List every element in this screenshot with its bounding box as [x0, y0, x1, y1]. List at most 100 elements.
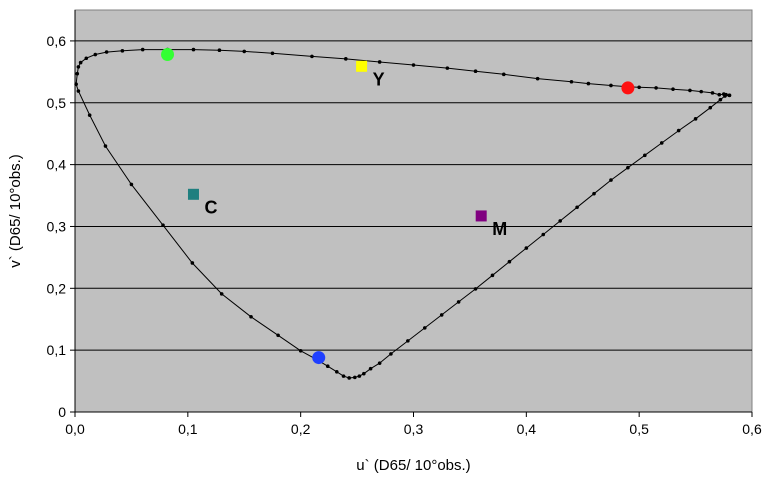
locus-point — [524, 246, 529, 250]
locus-point — [727, 93, 732, 98]
locus-point — [699, 89, 704, 94]
locus-point — [671, 87, 675, 91]
x-tick-label: 0,1 — [178, 421, 198, 437]
locus-point — [377, 60, 382, 64]
locus-point — [676, 128, 681, 133]
locus-point — [344, 57, 348, 61]
locus-point — [643, 153, 647, 158]
label-c: C — [204, 197, 217, 217]
locus-point — [422, 326, 427, 330]
locus-point — [501, 72, 506, 77]
locus-point — [569, 79, 574, 84]
locus-point — [473, 69, 478, 74]
y-tick-label: 0,4 — [47, 157, 67, 173]
locus-point — [347, 376, 351, 380]
locus-point — [129, 182, 134, 187]
marker-y — [356, 60, 368, 72]
locus-point — [93, 52, 98, 57]
locus-point — [609, 178, 613, 182]
locus-point — [353, 375, 357, 380]
primary-point — [161, 48, 175, 62]
locus-point — [270, 51, 275, 56]
y-tick-label: 0,6 — [47, 33, 67, 49]
locus-point — [717, 92, 722, 97]
locus-point — [592, 191, 596, 196]
primary-point — [621, 81, 635, 95]
locus-point — [535, 76, 540, 81]
locus-point — [140, 47, 145, 52]
locus-point — [688, 88, 692, 93]
locus-point — [575, 205, 579, 210]
y-tick-label: 0 — [58, 404, 66, 420]
locus-point — [217, 48, 222, 52]
locus-point — [456, 300, 461, 304]
locus-point — [191, 47, 196, 52]
locus-point — [710, 91, 715, 95]
locus-point — [659, 141, 664, 145]
locus-point — [718, 97, 723, 102]
x-tick-label: 0,3 — [404, 421, 424, 437]
locus-point — [75, 71, 80, 76]
locus-point — [341, 374, 346, 378]
locus-point — [310, 54, 314, 59]
locus-point — [74, 82, 78, 87]
locus-point — [609, 83, 613, 88]
y-tick-label: 0,3 — [47, 218, 67, 234]
x-tick-labels: 0,0 0,1 0,2 0,3 0,4 0,5 0,6 — [65, 421, 762, 437]
y-tick-labels: 0 0,1 0,2 0,3 0,4 0,5 0,6 — [47, 33, 67, 420]
x-tick-label: 0,6 — [742, 421, 762, 437]
x-axis-title: u` (D65/ 10°obs.) — [356, 457, 470, 474]
locus-point — [406, 339, 410, 343]
marker-m — [475, 210, 487, 222]
locus-point — [708, 105, 713, 110]
plot-area — [74, 9, 753, 413]
locus-point — [325, 364, 330, 369]
locus-point — [723, 94, 727, 98]
locus-point — [276, 333, 280, 338]
locus-point — [76, 65, 81, 69]
locus-point — [439, 313, 444, 317]
locus-point — [507, 259, 512, 264]
locus-point — [368, 366, 373, 371]
locus-point — [362, 371, 366, 376]
data-points: Y C M — [161, 48, 635, 365]
locus-point — [389, 352, 393, 356]
locus-point — [334, 370, 339, 374]
locus-point — [84, 56, 89, 61]
locus-point — [626, 165, 630, 170]
locus-point — [586, 81, 591, 86]
locus-point — [411, 63, 416, 67]
locus-point — [558, 219, 562, 223]
locus-point — [242, 49, 247, 54]
x-tick-label: 0,2 — [291, 421, 311, 437]
locus-point — [103, 144, 108, 148]
locus-point — [87, 113, 92, 117]
locus-point — [76, 89, 81, 93]
locus-point — [249, 314, 253, 319]
x-tick-label: 0,4 — [517, 421, 537, 437]
locus-point — [120, 49, 125, 53]
locus-point — [490, 273, 495, 278]
x-tick-label: 0,0 — [65, 421, 85, 437]
locus-point — [654, 86, 658, 90]
primary-point — [312, 351, 326, 365]
label-y: Y — [373, 69, 385, 89]
locus-point — [190, 261, 195, 265]
locus-point — [377, 361, 382, 365]
x-tick-label: 0,5 — [629, 421, 649, 437]
locus-point — [541, 232, 546, 237]
locus-point — [298, 348, 303, 353]
locus-point — [693, 117, 698, 121]
locus-point — [78, 60, 83, 65]
y-tick-label: 0,1 — [47, 342, 67, 358]
grid-lines — [75, 40, 752, 351]
y-tick-label: 0,2 — [47, 280, 67, 296]
locus-point — [219, 292, 224, 296]
spectral-locus — [74, 47, 732, 380]
label-m: M — [492, 219, 507, 239]
marker-c — [187, 188, 199, 200]
y-tick-label: 0,5 — [47, 95, 67, 111]
locus-point — [445, 66, 450, 70]
locus-point — [473, 287, 478, 291]
